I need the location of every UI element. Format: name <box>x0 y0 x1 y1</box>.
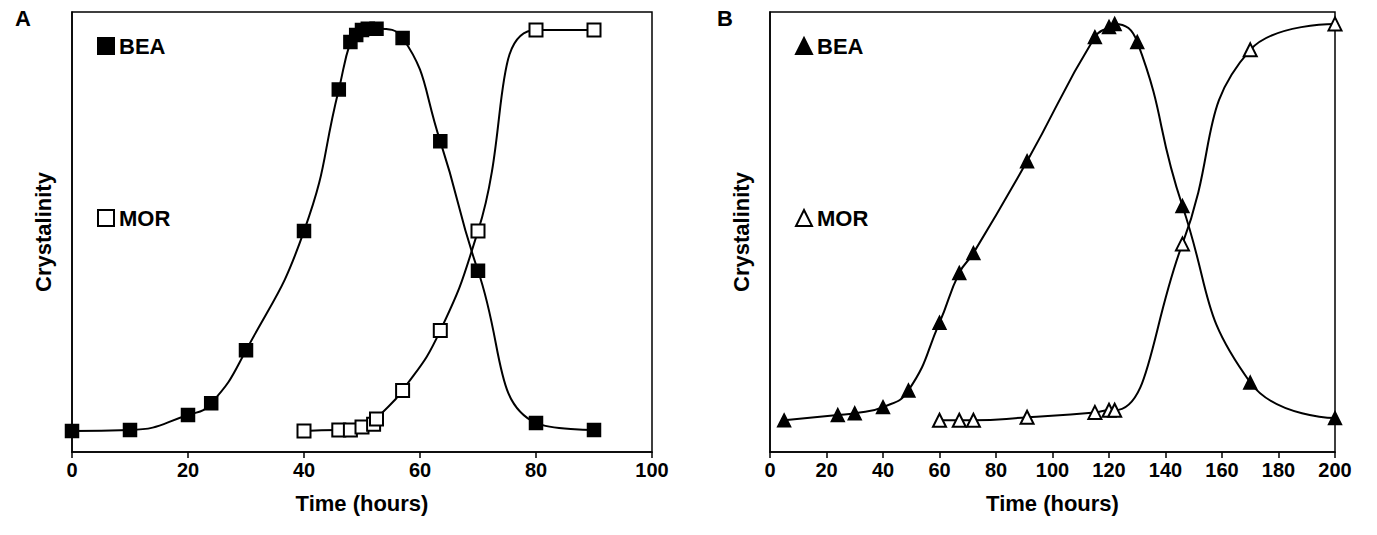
svg-text:MOR: MOR <box>119 206 170 231</box>
svg-text:160: 160 <box>1205 459 1238 481</box>
svg-text:20: 20 <box>815 459 837 481</box>
svg-text:BEA: BEA <box>119 34 166 59</box>
svg-text:Time (hours): Time (hours) <box>296 491 429 516</box>
svg-text:200: 200 <box>1318 459 1351 481</box>
svg-text:Crystalinity: Crystalinity <box>729 171 754 292</box>
svg-text:20: 20 <box>177 459 199 481</box>
svg-text:140: 140 <box>1149 459 1182 481</box>
svg-text:100: 100 <box>1036 459 1069 481</box>
svg-text:MOR: MOR <box>817 206 868 231</box>
svg-text:Time (hours): Time (hours) <box>986 491 1119 516</box>
svg-text:180: 180 <box>1262 459 1295 481</box>
svg-text:80: 80 <box>525 459 547 481</box>
svg-text:60: 60 <box>409 459 431 481</box>
svg-text:80: 80 <box>985 459 1007 481</box>
svg-text:B: B <box>717 6 733 31</box>
svg-text:40: 40 <box>872 459 894 481</box>
svg-text:120: 120 <box>1092 459 1125 481</box>
svg-text:0: 0 <box>66 459 77 481</box>
svg-text:40: 40 <box>293 459 315 481</box>
svg-text:60: 60 <box>928 459 950 481</box>
svg-text:100: 100 <box>635 459 668 481</box>
svg-text:Crystalinity: Crystalinity <box>31 171 56 292</box>
svg-text:0: 0 <box>764 459 775 481</box>
svg-text:BEA: BEA <box>817 34 864 59</box>
svg-text:A: A <box>15 6 31 31</box>
